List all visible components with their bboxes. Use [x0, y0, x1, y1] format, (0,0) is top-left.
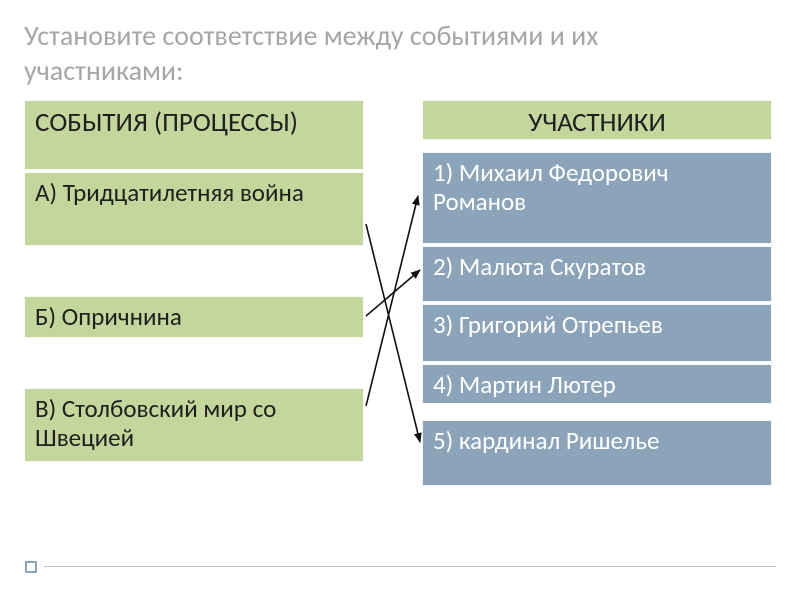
participant-2: 2) Малюта Скуратов — [422, 246, 772, 302]
page-title: Установите соответствие между событиями … — [24, 18, 764, 88]
arrow-A-5 — [366, 224, 420, 442]
arrow-V-1 — [366, 196, 418, 406]
event-a: А) Тридцатилетняя война — [24, 172, 364, 246]
horizontal-rule — [44, 566, 776, 567]
participant-5: 5) кардинал Ришелье — [422, 420, 772, 486]
participant-3: 3) Григорий Отрепьев — [422, 304, 772, 362]
event-b: Б) Опричнина — [24, 296, 364, 338]
bullet-icon — [24, 560, 38, 574]
participant-1: 1) Михаил Федорович Романов — [422, 152, 772, 244]
participant-4: 4) Мартин Лютер — [422, 364, 772, 404]
events-header: СОБЫТИЯ (ПРОЦЕССЫ) — [24, 100, 364, 170]
arrow-B-2 — [366, 270, 420, 316]
event-v: В) Столбовский мир со Швецией — [24, 388, 364, 462]
participants-header: УЧАСТНИКИ — [422, 100, 772, 140]
